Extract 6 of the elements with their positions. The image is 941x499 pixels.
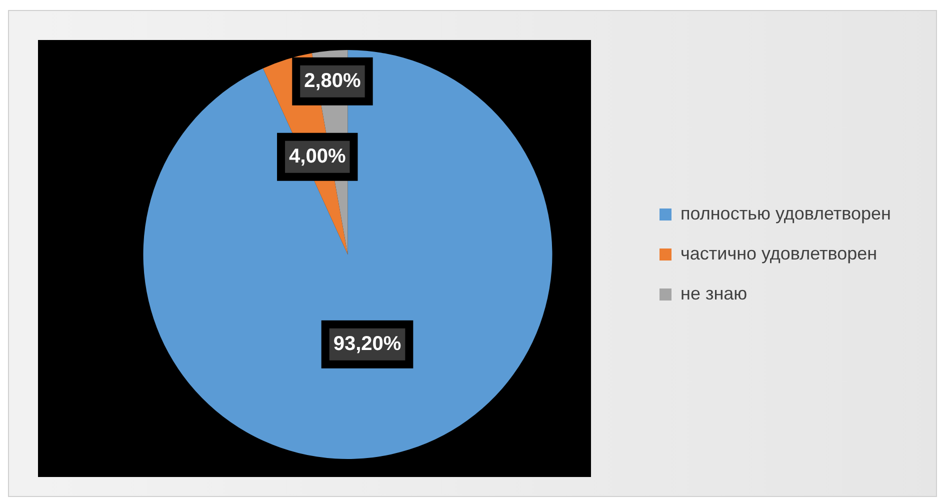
data-label: 2,80% [304, 70, 362, 92]
data-label: 4,00% [289, 145, 346, 168]
legend-label: полностью удовлетворен [680, 203, 891, 224]
legend-label: частично удовлетворен [680, 243, 878, 264]
data-label: 93,20% [333, 332, 402, 355]
legend-label: не знаю [680, 283, 748, 304]
